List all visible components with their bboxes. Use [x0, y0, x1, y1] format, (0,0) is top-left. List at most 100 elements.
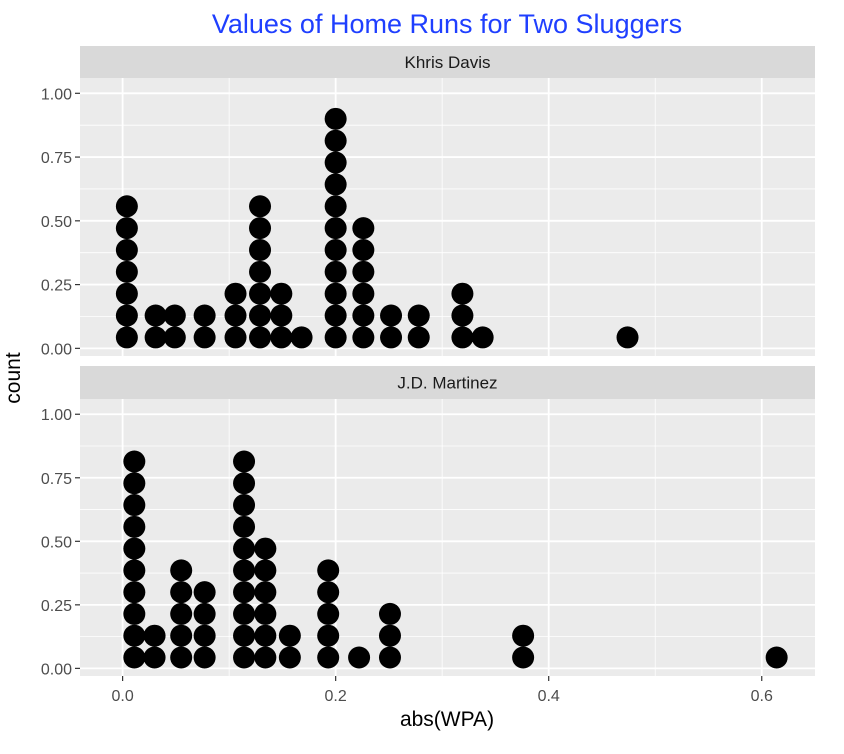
data-dot [123, 450, 146, 473]
data-dot [352, 238, 375, 261]
data-dot [765, 646, 788, 669]
data-dot [249, 238, 272, 261]
data-dot [123, 515, 146, 538]
data-dot [233, 472, 256, 495]
data-dot [193, 581, 216, 604]
data-dot [193, 602, 216, 625]
data-dot [407, 326, 430, 349]
data-dot [170, 624, 193, 647]
data-dot [170, 602, 193, 625]
data-dot [378, 602, 401, 625]
data-dot [512, 646, 535, 669]
data-dot [193, 624, 216, 647]
data-dot [324, 129, 347, 152]
data-dot [163, 304, 186, 327]
data-dot [317, 559, 340, 582]
data-dot [290, 326, 313, 349]
data-dot [224, 326, 247, 349]
data-dot [352, 217, 375, 240]
y-axis-title: count [2, 352, 25, 404]
data-dot [144, 326, 167, 349]
facet-panel: Khris Davis 0.00 0.25 0.50 0.75 1.00 [41, 46, 815, 358]
y-tick-label: 0.50 [41, 534, 72, 551]
data-dot [249, 217, 272, 240]
data-dot [324, 260, 347, 283]
data-dot [378, 646, 401, 669]
y-tick-label: 0.75 [41, 471, 72, 488]
data-dot [352, 282, 375, 305]
data-dot [170, 646, 193, 669]
data-dot [144, 304, 167, 327]
data-dot [451, 304, 474, 327]
data-dot [324, 151, 347, 174]
data-dot [380, 326, 403, 349]
data-dot [249, 195, 272, 218]
data-dot [193, 326, 216, 349]
data-dot [324, 282, 347, 305]
data-dot [123, 494, 146, 517]
facet-strip [80, 366, 815, 399]
data-dot [233, 537, 256, 560]
data-dot [170, 581, 193, 604]
data-dot [270, 304, 293, 327]
data-dot [123, 559, 146, 582]
data-dot [278, 624, 301, 647]
y-tick-label: 0.50 [41, 214, 72, 231]
facet-strip-label: Khris Davis [405, 53, 491, 72]
data-dot [270, 326, 293, 349]
data-dot [193, 304, 216, 327]
data-dot [378, 624, 401, 647]
data-dot [254, 646, 277, 669]
x-tick-label: 0.0 [111, 688, 133, 705]
data-dot [352, 304, 375, 327]
data-dot [278, 646, 301, 669]
data-dot [324, 326, 347, 349]
data-dot [123, 624, 146, 647]
data-dot [352, 260, 375, 283]
y-tick-label: 0.25 [41, 598, 72, 615]
facet-strip-label: J.D. Martinez [397, 374, 497, 393]
data-dot [233, 515, 256, 538]
data-dot [380, 304, 403, 327]
data-dot [254, 624, 277, 647]
x-tick-label: 0.6 [751, 688, 773, 705]
data-dot [249, 326, 272, 349]
y-tick-label: 0.75 [41, 150, 72, 167]
data-dot [324, 107, 347, 130]
data-dot [123, 537, 146, 560]
y-tick-label: 0.00 [41, 341, 72, 358]
data-dot [249, 260, 272, 283]
data-dot [123, 472, 146, 495]
x-axis-title: abs(WPA) [400, 708, 494, 731]
data-dot [143, 646, 166, 669]
data-dot [123, 602, 146, 625]
data-dot [451, 326, 474, 349]
data-dot [471, 326, 494, 349]
facet-strip [80, 46, 815, 78]
data-dot [115, 304, 138, 327]
x-tick-label: 0.4 [538, 688, 560, 705]
y-tick-label: 1.00 [41, 407, 72, 424]
data-dot [233, 450, 256, 473]
data-dot [317, 646, 340, 669]
data-dot [233, 624, 256, 647]
data-dot [115, 217, 138, 240]
data-dot [616, 326, 639, 349]
data-dot [249, 282, 272, 305]
data-dot [352, 326, 375, 349]
facet-panel: J.D. Martinez 0.00 0.25 0.50 0.75 1.00 [41, 366, 815, 678]
data-dot [249, 304, 272, 327]
data-dot [324, 217, 347, 240]
data-dot [224, 282, 247, 305]
y-tick-label: 0.00 [41, 661, 72, 678]
y-tick-label: 0.25 [41, 278, 72, 295]
data-dot [115, 326, 138, 349]
data-dot [254, 602, 277, 625]
data-dot [233, 602, 256, 625]
data-dot [193, 646, 216, 669]
y-tick-label: 1.00 [41, 86, 72, 103]
data-dot [254, 559, 277, 582]
data-dot [233, 494, 256, 517]
